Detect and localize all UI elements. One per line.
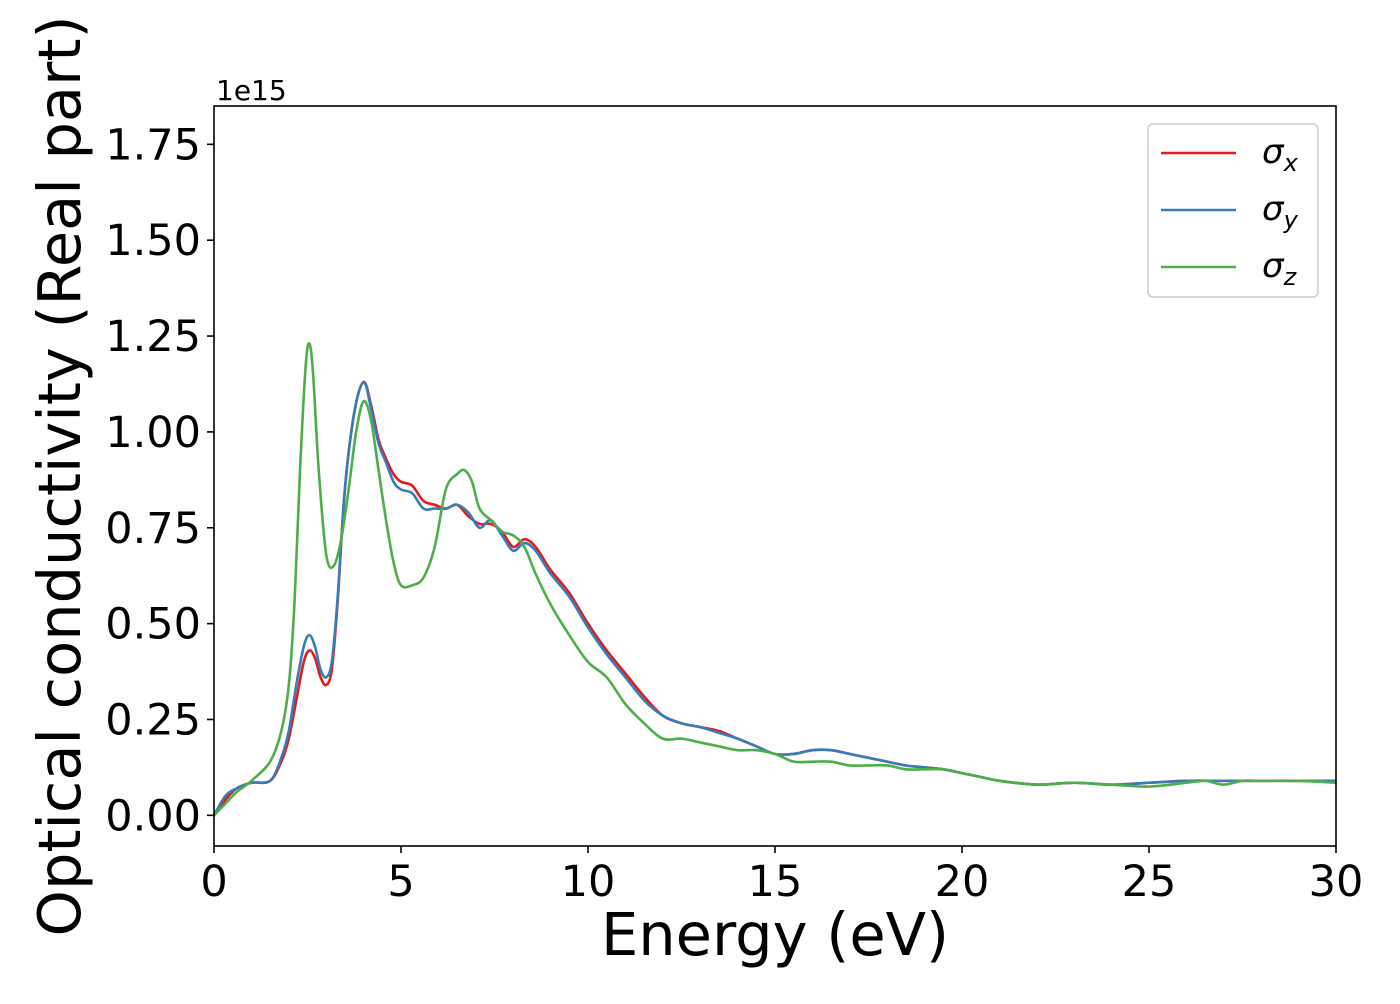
legend-label-x: σx (1262, 132, 1299, 177)
x-tick-label: 10 (561, 857, 616, 907)
legend-symbol: σ (1262, 189, 1285, 229)
y-tick-label: 1.50 (105, 216, 201, 266)
y-tick-label: 1.25 (105, 312, 201, 362)
legend-symbol: σ (1262, 246, 1285, 286)
x-tick-label: 15 (748, 857, 803, 907)
series-line-z (214, 342, 1336, 817)
series-layer (214, 342, 1336, 817)
y-tick-label: 1.75 (105, 120, 201, 170)
x-tick-label: 30 (1309, 857, 1364, 907)
legend-subscript: z (1283, 263, 1298, 291)
legend-label-y: σy (1262, 189, 1299, 234)
x-tick-label: 5 (387, 857, 414, 907)
y-tick-label: 0.00 (105, 791, 201, 841)
legend-subscript: x (1283, 149, 1299, 177)
x-axis-ticks: 0 5 10 15 20 25 30 (200, 846, 1363, 907)
series-line-x (214, 380, 1336, 817)
y-axis-ticks: 0.00 0.25 0.50 0.75 1.00 1.25 1.50 1.75 (105, 120, 214, 841)
x-tick-label: 25 (1122, 857, 1177, 907)
x-tick-label: 20 (935, 857, 990, 907)
y-tick-label: 1.00 (105, 408, 201, 458)
y-axis-title: Optical conductivity (Real part) (25, 16, 94, 937)
legend-symbol: σ (1262, 132, 1285, 172)
y-tick-label: 0.50 (105, 600, 201, 650)
legend-label-z: σz (1262, 246, 1298, 291)
y-offset-label: 1e15 (216, 74, 287, 107)
legend-subscript: y (1283, 206, 1299, 234)
y-tick-label: 0.25 (105, 695, 201, 745)
x-axis-title: Energy (eV) (601, 900, 949, 969)
y-tick-label: 0.75 (105, 504, 201, 554)
x-tick-label: 0 (200, 857, 227, 907)
